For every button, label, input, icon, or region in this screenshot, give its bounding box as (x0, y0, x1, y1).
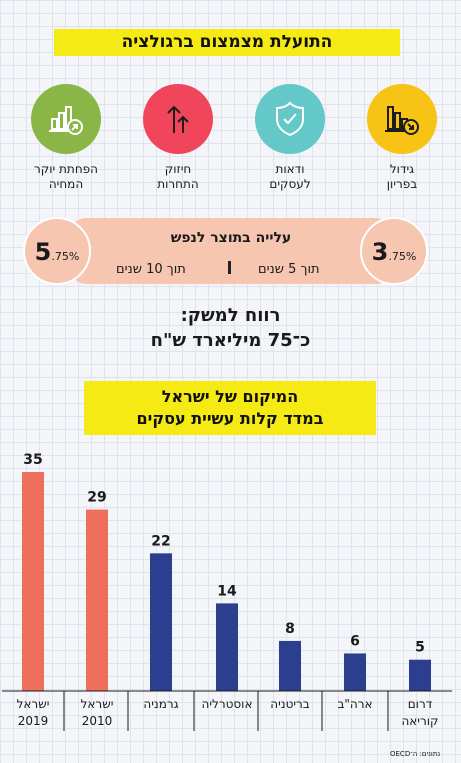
benefit-label: הפחתת יוקר (33, 162, 98, 176)
bar (150, 553, 172, 691)
growth-10y-circle: 5.75% (23, 217, 91, 285)
bar-value-label: 14 (217, 583, 237, 599)
benefit-circle (255, 84, 325, 154)
category-label: דרום (408, 697, 433, 711)
benefit-label: לעסקים (269, 177, 311, 191)
growth-10y-decimal: .75% (51, 250, 80, 263)
growth-5y-circle: 3.75% (360, 217, 428, 285)
chart-up-icon (49, 106, 83, 135)
growth-5y-decimal: .75% (388, 250, 417, 263)
benefit-circle (367, 84, 437, 154)
bar-value-label: 5 (415, 640, 425, 656)
chart-title-line2: במדד קלות עשיית עסקים (136, 409, 324, 428)
benefit-label: המחיה (48, 177, 84, 191)
benefit-label: חיזוק (164, 162, 192, 176)
growth-separator (228, 261, 231, 274)
benefit-competition: חיזוק התחרות (128, 84, 228, 192)
category-label: גרמניה (143, 697, 178, 711)
chart-down-icon (385, 106, 419, 135)
arrows-up-icon (167, 105, 189, 133)
benefit-label: ודאות (275, 162, 305, 176)
bar (344, 653, 366, 691)
bar (22, 472, 44, 691)
category-label: בריטניה (270, 697, 310, 711)
growth-5y-label: תוך 5 שנים (258, 262, 320, 277)
category-label: קוריאה (401, 714, 438, 728)
category-label: 2019 (18, 714, 49, 728)
source-note: נתונים: ה־OECD (390, 750, 441, 758)
profit-value: כ־75 מיליארד ש"ח (150, 330, 311, 351)
growth-5y-value: 3 (371, 238, 389, 266)
bar (409, 659, 431, 691)
category-label: ארה"ב (337, 697, 372, 711)
chart-title: המיקום של ישראל במדד קלות עשיית עסקים (84, 381, 376, 435)
bar-value-label: 35 (23, 452, 42, 468)
benefit-label: התחרות (157, 177, 199, 191)
bar-chart: 35 ישראל 2019 29 ישראל 2010 22 גרמניה 14 אוסטרליה… (2, 452, 452, 731)
growth-band (70, 218, 392, 284)
benefit-circle (143, 84, 213, 154)
page-title: התועלת מצמצום ברגולציה (54, 29, 400, 56)
chart-title-line1: המיקום של ישראל (161, 387, 299, 406)
category-label: ישראל (81, 697, 114, 711)
bar-value-label: 22 (151, 533, 170, 549)
growth-title: עלייה בתוצר לנפש (170, 230, 292, 246)
bar-value-label: 8 (285, 621, 295, 637)
benefit-circle (31, 84, 101, 154)
benefit-certainty: ודאות לעסקים (240, 84, 340, 192)
category-label: 2010 (82, 714, 113, 728)
bar (279, 640, 301, 691)
growth-10y-label: תוך 10 שנים (116, 262, 186, 277)
benefit-productivity: גידול בפריון (352, 84, 452, 192)
growth-10y-value: 5 (34, 238, 52, 266)
benefit-label: בפריון (386, 177, 418, 191)
bar (216, 603, 238, 691)
shield-check-icon (276, 101, 304, 137)
benefit-cost-of-living: הפחתת יוקר המחיה (16, 84, 116, 192)
category-label: אוסטרליה (202, 697, 253, 711)
benefit-label: גידול (389, 162, 415, 176)
bar-value-label: 6 (350, 633, 360, 649)
category-label: ישראל (17, 697, 50, 711)
profit-heading: רווח למשק: (180, 305, 281, 326)
bar-value-label: 29 (87, 490, 106, 506)
bar (86, 509, 108, 691)
